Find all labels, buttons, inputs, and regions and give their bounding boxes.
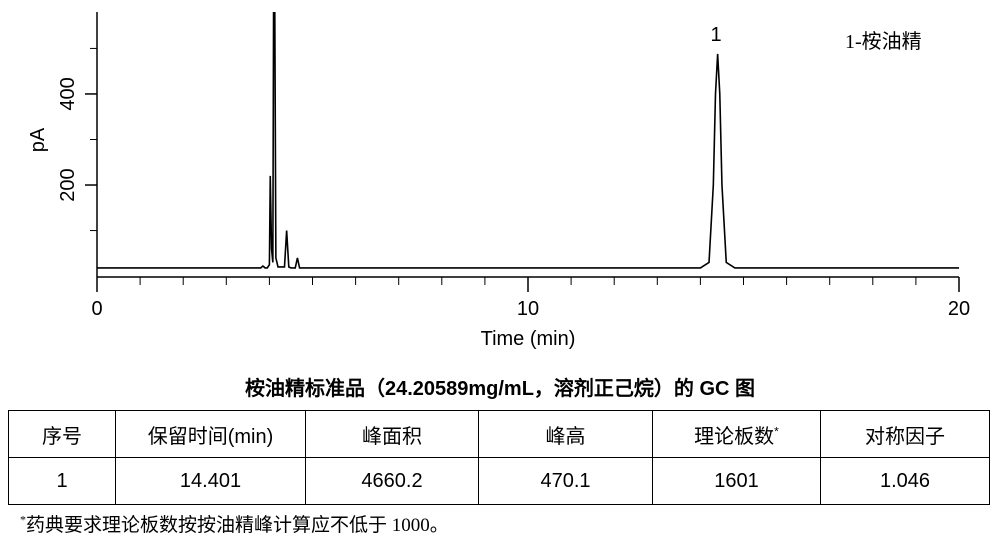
chart: Time (min) pA 1 1-桉油精 0 10 20 200 400: [27, 12, 970, 350]
cell: 14.401: [115, 457, 306, 505]
caption: 桉油精标准品（24.20589mg/mL，溶剂正己烷）的 GC 图: [244, 378, 756, 400]
x-axis-label: Time (min): [481, 328, 576, 350]
trace: [97, 12, 959, 269]
footnote-text: 药典要求理论板数按按油精峰计算应不低于 1000。: [26, 515, 449, 536]
cell: 1601: [652, 457, 821, 505]
cell: 1.046: [820, 457, 990, 505]
y-tick-label: 200: [57, 168, 79, 201]
y-tick-label: 400: [57, 77, 79, 110]
header-text: 理论板数: [694, 425, 775, 448]
legend-text: 1-桉油精: [845, 30, 922, 53]
header-cell: 峰高: [478, 410, 653, 458]
header-mark: *: [774, 423, 779, 438]
peak-label: 1: [710, 24, 721, 46]
table: 序号 保留时间(min) 峰面积 峰高 理论板数* 对称因子 1 14.401 …: [8, 410, 990, 505]
cell: 4660.2: [305, 457, 479, 505]
header-cell: 理论板数*: [652, 410, 821, 458]
x-tick-label: 20: [948, 298, 970, 320]
footnote: *药典要求理论板数按按油精峰计算应不低于 1000。: [20, 510, 449, 537]
header-cell: 对称因子: [820, 410, 990, 458]
cell: 1: [8, 457, 116, 505]
header-cell: 保留时间(min): [115, 410, 306, 458]
header-row: 序号 保留时间(min) 峰面积 峰高 理论板数* 对称因子: [8, 410, 990, 458]
cell: 470.1: [478, 457, 653, 505]
footnote-mark: *: [20, 512, 26, 527]
x-tick-label: 10: [517, 298, 539, 320]
row: 1 14.401 4660.2 470.1 1601 1.046: [8, 457, 990, 505]
y-axis-label: pA: [27, 127, 49, 152]
x-tick-label: 0: [91, 298, 102, 320]
header-cell: 峰面积: [305, 410, 479, 458]
header-cell: 序号: [8, 410, 116, 458]
